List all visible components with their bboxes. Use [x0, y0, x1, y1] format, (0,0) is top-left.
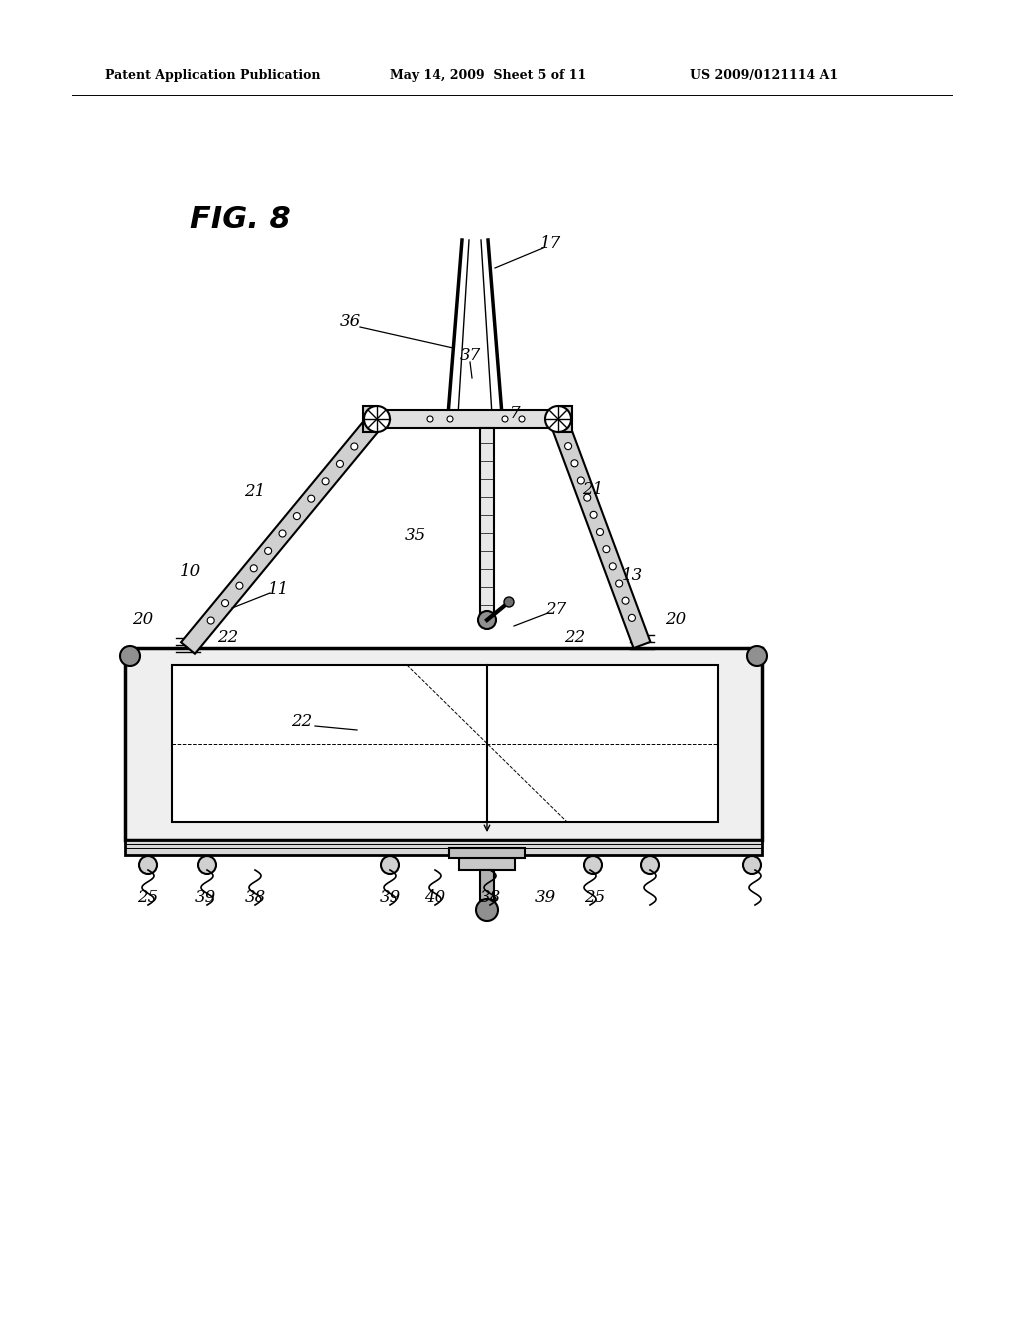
- Circle shape: [351, 444, 357, 450]
- Text: 40: 40: [424, 890, 445, 907]
- Circle shape: [584, 855, 602, 874]
- Text: 10: 10: [179, 564, 201, 581]
- Circle shape: [381, 855, 399, 874]
- Text: May 14, 2009  Sheet 5 of 11: May 14, 2009 Sheet 5 of 11: [390, 69, 587, 82]
- Polygon shape: [181, 413, 384, 653]
- Text: 27: 27: [546, 601, 566, 618]
- Text: 36: 36: [339, 314, 360, 330]
- Circle shape: [584, 494, 591, 502]
- Bar: [172, 665, 718, 822]
- Bar: [480, 870, 494, 900]
- Text: 22: 22: [292, 714, 312, 730]
- Text: 22: 22: [564, 630, 586, 647]
- Circle shape: [603, 545, 610, 553]
- Circle shape: [504, 597, 514, 607]
- Text: 13: 13: [622, 568, 643, 585]
- Text: 17: 17: [540, 235, 560, 252]
- Circle shape: [622, 597, 629, 605]
- Circle shape: [120, 645, 140, 667]
- Circle shape: [207, 616, 214, 624]
- Text: FIG. 8: FIG. 8: [190, 206, 291, 235]
- Circle shape: [427, 416, 433, 422]
- Circle shape: [447, 416, 453, 422]
- Circle shape: [519, 416, 525, 422]
- Text: US 2009/0121114 A1: US 2009/0121114 A1: [690, 69, 838, 82]
- Text: 39: 39: [535, 890, 556, 907]
- Text: 11: 11: [267, 581, 289, 598]
- Circle shape: [629, 614, 636, 622]
- Text: 21: 21: [583, 482, 603, 499]
- Circle shape: [502, 416, 508, 422]
- Circle shape: [746, 645, 767, 667]
- Text: 38: 38: [479, 890, 501, 907]
- Text: 20: 20: [132, 611, 154, 628]
- Text: 25: 25: [137, 890, 159, 907]
- Circle shape: [250, 565, 257, 572]
- Bar: [459, 851, 515, 870]
- Text: 25: 25: [585, 890, 605, 907]
- Circle shape: [641, 855, 659, 874]
- Circle shape: [571, 459, 578, 467]
- Circle shape: [139, 855, 157, 874]
- Polygon shape: [550, 416, 650, 648]
- Circle shape: [564, 442, 571, 450]
- Circle shape: [279, 531, 286, 537]
- Bar: [560, 407, 572, 432]
- Circle shape: [615, 579, 623, 587]
- Text: 22: 22: [217, 630, 239, 647]
- Bar: [362, 407, 375, 432]
- Text: 35: 35: [404, 527, 426, 544]
- Text: 39: 39: [195, 890, 216, 907]
- Text: 7: 7: [510, 404, 520, 421]
- Circle shape: [597, 528, 603, 536]
- Circle shape: [323, 478, 329, 484]
- Bar: [373, 411, 562, 428]
- Circle shape: [364, 407, 390, 432]
- Circle shape: [609, 562, 616, 570]
- Circle shape: [476, 899, 498, 921]
- Bar: [125, 648, 762, 840]
- Circle shape: [308, 495, 314, 502]
- Circle shape: [478, 611, 496, 630]
- Circle shape: [590, 511, 597, 519]
- Text: 37: 37: [460, 347, 480, 364]
- Circle shape: [578, 477, 585, 484]
- Circle shape: [743, 855, 761, 874]
- Bar: [449, 847, 525, 858]
- Circle shape: [198, 855, 216, 874]
- Circle shape: [221, 599, 228, 607]
- Circle shape: [264, 548, 271, 554]
- Text: Patent Application Publication: Patent Application Publication: [105, 69, 321, 82]
- Bar: [125, 840, 762, 855]
- Bar: [480, 428, 494, 615]
- Text: 20: 20: [666, 611, 687, 628]
- Circle shape: [293, 512, 300, 520]
- Circle shape: [337, 461, 343, 467]
- Text: 38: 38: [245, 890, 265, 907]
- Text: 39: 39: [379, 890, 400, 907]
- Text: 21: 21: [245, 483, 265, 500]
- Circle shape: [545, 407, 571, 432]
- Circle shape: [236, 582, 243, 589]
